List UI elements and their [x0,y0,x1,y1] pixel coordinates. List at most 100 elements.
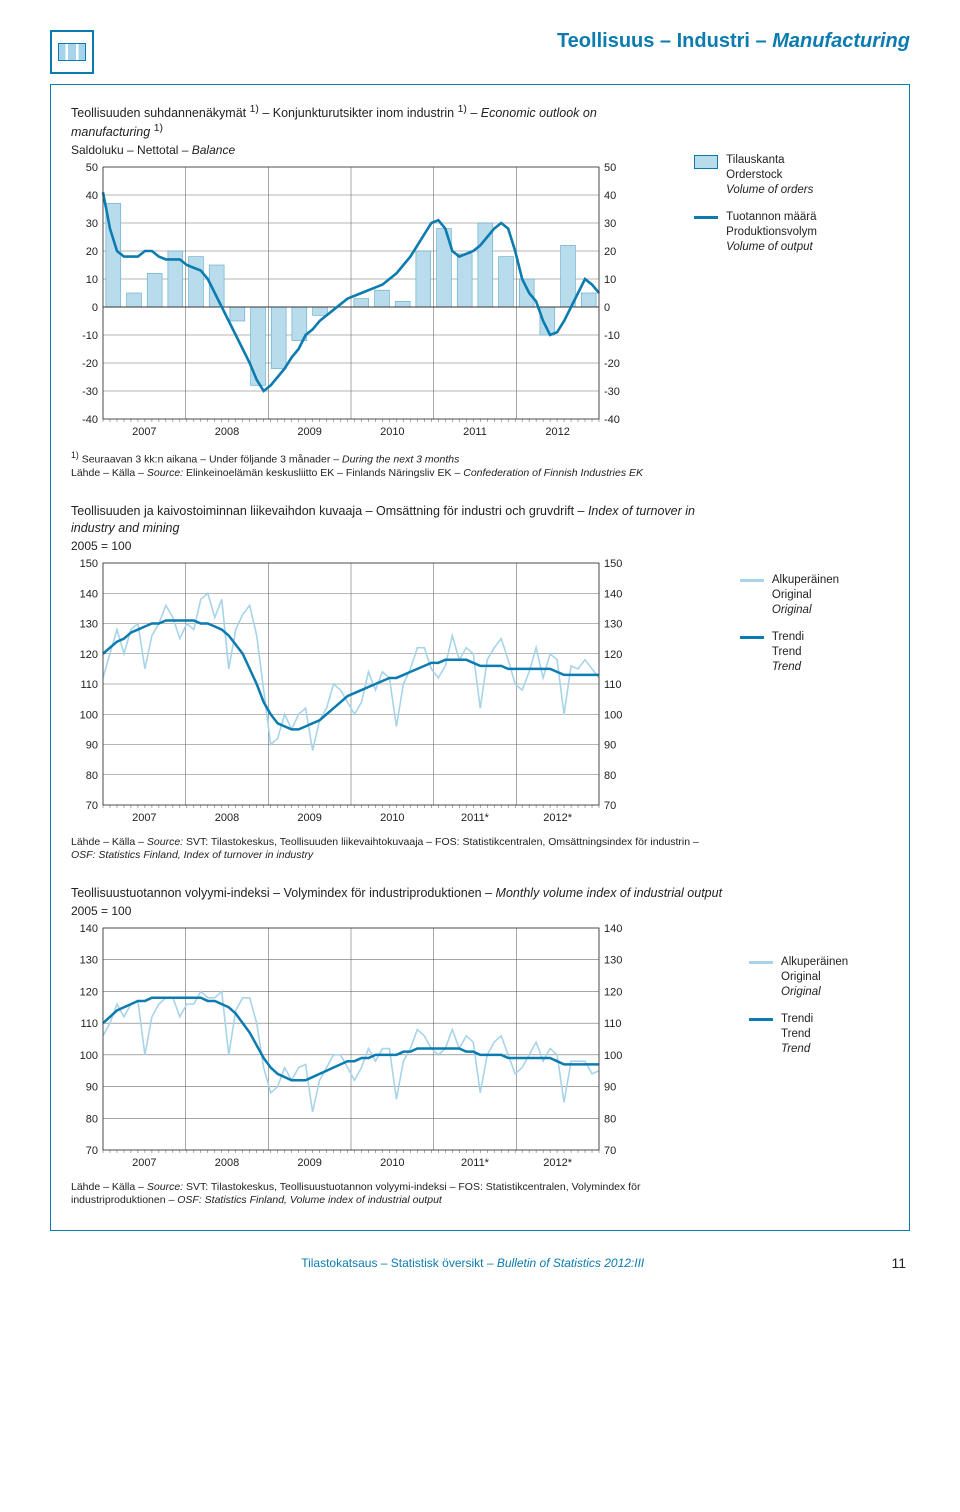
chart1-svg: -40-40-30-30-20-20-10-100010102020303040… [71,161,631,441]
svg-text:40: 40 [86,190,98,202]
chart3-svg: 7070808090901001001101101201201301301401… [71,922,631,1172]
svg-text:-20: -20 [82,358,98,370]
svg-text:80: 80 [86,769,98,781]
legend-text: Tilauskanta [726,154,784,166]
legend-text: Volume of orders [726,183,813,198]
svg-text:130: 130 [80,618,98,630]
legend-text: Trendi [772,631,804,643]
legend-text: Original [772,603,839,618]
charts-frame: Teollisuuden suhdannenäkymät 1) – Konjun… [50,84,910,1231]
svg-text:130: 130 [80,954,98,966]
svg-text:2009: 2009 [297,812,321,824]
svg-text:100: 100 [80,1050,98,1062]
svg-text:50: 50 [604,162,616,174]
svg-text:-30: -30 [604,386,620,398]
legend-trend: Trendi Trend Trend [749,1012,889,1057]
svg-text:140: 140 [604,923,622,935]
legend-text: Original [781,985,848,1000]
svg-text:2011*: 2011* [461,1157,490,1169]
legend-original: Alkuperäinen Original Original [749,955,889,1000]
legend-orderstock: Tilauskanta Orderstock Volume of orders [694,153,889,198]
legend-text: Trend [772,660,804,675]
swatch-line-icon [749,1018,773,1021]
page-header: Teollisuus – Industri – Manufacturing [50,30,910,74]
chart1-block: Teollisuuden suhdannenäkymät 1) – Konjun… [71,103,889,481]
chart2-svg: 7070808090901001001101101201201301301401… [71,557,631,827]
svg-text:100: 100 [604,1050,622,1062]
svg-text:110: 110 [80,1018,98,1030]
svg-text:2008: 2008 [215,812,239,824]
svg-text:2009: 2009 [297,426,321,438]
svg-text:50: 50 [86,162,98,174]
svg-text:-30: -30 [82,386,98,398]
svg-text:-40: -40 [82,414,98,426]
logo-icon [50,30,94,74]
svg-text:0: 0 [92,302,98,314]
svg-text:2012: 2012 [545,426,569,438]
svg-text:130: 130 [604,954,622,966]
svg-text:2009: 2009 [297,1157,321,1169]
chart3-subtitle: 2005 = 100 [71,904,731,918]
svg-text:150: 150 [80,558,98,570]
svg-text:140: 140 [604,588,622,600]
svg-text:110: 110 [604,1018,622,1030]
svg-text:70: 70 [86,1145,98,1157]
chart1-title: Teollisuuden suhdannenäkymät 1) – Konjun… [71,103,676,141]
svg-text:-10: -10 [82,330,98,342]
legend-text: Trend [772,646,802,658]
svg-text:2011: 2011 [463,426,487,438]
svg-text:30: 30 [604,218,616,230]
section-title: Teollisuus – Industri – Manufacturing [557,30,910,53]
svg-text:120: 120 [604,648,622,660]
legend-trend: Trendi Trend Trend [740,630,889,675]
swatch-line-icon [694,216,718,219]
svg-text:2007: 2007 [132,426,156,438]
chart2-subtitle: 2005 = 100 [71,539,722,553]
svg-text:-20: -20 [604,358,620,370]
legend-text: Produktionsvolym [726,226,817,238]
chart3-legend: Alkuperäinen Original Original Trendi Tr… [749,885,889,1069]
svg-text:-10: -10 [604,330,620,342]
swatch-box-icon [694,155,718,169]
swatch-line-icon [749,961,773,964]
footer-title: Tilastokatsaus – Statistisk översikt – B… [301,1256,644,1270]
svg-text:110: 110 [604,679,622,691]
legend-text: Original [772,589,812,601]
legend-text: Trendi [781,1013,813,1025]
swatch-line-icon [740,579,764,582]
svg-text:140: 140 [80,923,98,935]
svg-text:70: 70 [604,800,616,812]
svg-text:100: 100 [80,709,98,721]
legend-original: Alkuperäinen Original Original [740,573,889,618]
svg-text:80: 80 [604,769,616,781]
svg-text:100: 100 [604,709,622,721]
svg-text:30: 30 [86,218,98,230]
svg-text:90: 90 [604,1081,616,1093]
legend-text: Tuotannon määrä [726,211,816,223]
svg-text:120: 120 [80,986,98,998]
chart2-legend: Alkuperäinen Original Original Trendi Tr… [740,503,889,687]
chart2-footnote: Lähde – Källa – Source: SVT: Tilastokesk… [71,836,722,863]
svg-text:0: 0 [604,302,610,314]
legend-text: Original [781,971,821,983]
chart1-subtitle: Saldoluku – Nettotal – Balance [71,143,676,157]
svg-text:-40: -40 [604,414,620,426]
chart3-footnote: Lähde – Källa – Source: SVT: Tilastokesk… [71,1181,731,1208]
svg-text:120: 120 [80,648,98,660]
svg-text:2012*: 2012* [543,812,572,824]
svg-text:70: 70 [86,800,98,812]
svg-text:130: 130 [604,618,622,630]
svg-text:2010: 2010 [380,426,404,438]
svg-text:2007: 2007 [132,812,156,824]
section-en: Manufacturing [772,30,910,52]
svg-text:80: 80 [86,1113,98,1125]
chart2-block: Teollisuuden ja kaivostoiminnan liikevai… [71,503,889,863]
svg-text:140: 140 [80,588,98,600]
chart3-block: Teollisuustuotannon volyymi-indeksi – Vo… [71,885,889,1208]
section-sv: Industri [677,30,750,52]
svg-text:20: 20 [604,246,616,258]
svg-text:2012*: 2012* [543,1157,572,1169]
page-number: 11 [891,1255,906,1271]
swatch-line-icon [740,636,764,639]
svg-text:10: 10 [604,274,616,286]
